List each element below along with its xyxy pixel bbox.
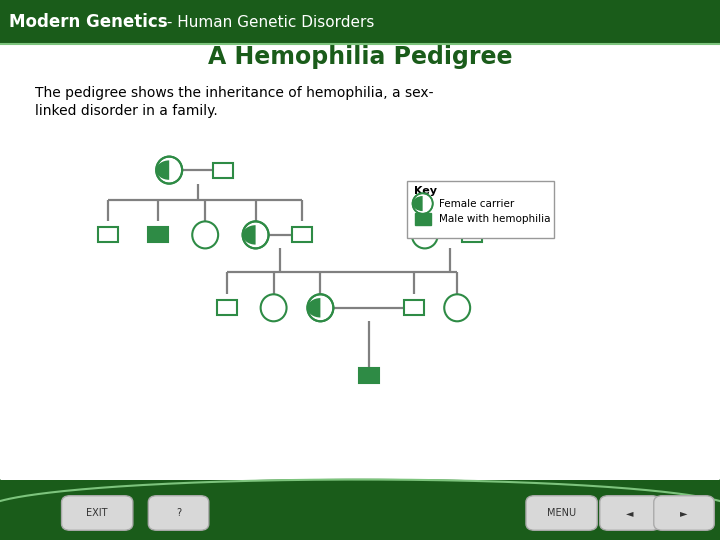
Ellipse shape (444, 294, 470, 321)
Text: ◄: ◄ (626, 508, 634, 518)
Bar (462, 227, 482, 242)
Text: Key: Key (414, 186, 437, 197)
Ellipse shape (307, 294, 333, 321)
Bar (415, 213, 431, 225)
Text: ?: ? (176, 508, 181, 518)
FancyBboxPatch shape (526, 496, 598, 530)
Wedge shape (156, 160, 169, 180)
Bar (213, 163, 233, 178)
Ellipse shape (261, 294, 287, 321)
Text: - Human Genetic Disorders: - Human Genetic Disorders (162, 15, 374, 30)
Ellipse shape (243, 221, 269, 248)
Text: Modern Genetics: Modern Genetics (9, 13, 167, 31)
Ellipse shape (413, 193, 433, 214)
Bar (359, 368, 379, 383)
Wedge shape (413, 196, 423, 211)
Wedge shape (243, 225, 256, 245)
Text: Female carrier: Female carrier (439, 199, 515, 208)
Text: Male with hemophilia: Male with hemophilia (439, 214, 551, 224)
Bar (0, 480, 720, 540)
Text: ►: ► (680, 508, 688, 518)
Text: MENU: MENU (547, 508, 576, 518)
Bar (148, 227, 168, 242)
Ellipse shape (156, 157, 182, 184)
Text: EXIT: EXIT (86, 508, 108, 518)
Ellipse shape (192, 221, 218, 248)
FancyBboxPatch shape (654, 496, 714, 530)
Wedge shape (307, 298, 320, 318)
Bar (98, 227, 118, 242)
Ellipse shape (412, 221, 438, 248)
Text: A Hemophilia Pedigree: A Hemophilia Pedigree (208, 45, 512, 69)
Bar (292, 227, 312, 242)
FancyBboxPatch shape (62, 496, 133, 530)
FancyBboxPatch shape (600, 496, 660, 530)
Bar (0, 0, 720, 44)
FancyBboxPatch shape (148, 496, 209, 530)
Bar (404, 300, 424, 315)
Text: The pedigree shows the inheritance of hemophilia, a sex-: The pedigree shows the inheritance of he… (35, 86, 433, 100)
Polygon shape (0, 480, 720, 540)
Bar (217, 300, 237, 315)
FancyBboxPatch shape (0, 0, 720, 510)
Bar (407, 181, 554, 238)
Text: linked disorder in a family.: linked disorder in a family. (35, 104, 217, 118)
